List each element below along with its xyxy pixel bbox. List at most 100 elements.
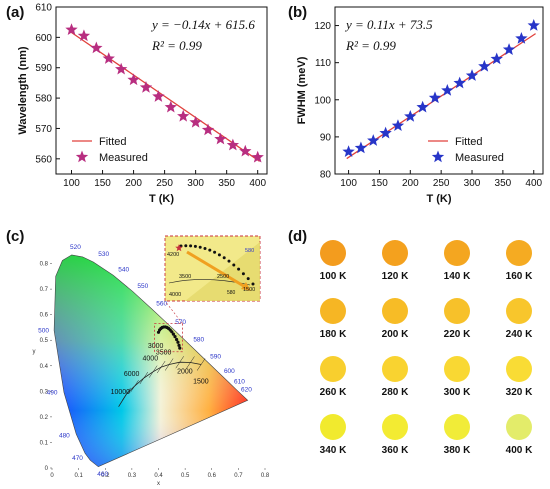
inset-point: [217, 253, 221, 257]
swatch-temperature-label: 180 K: [319, 329, 347, 340]
cie-x-tick-label: 0.5: [181, 473, 190, 479]
wavelength-label: 500: [38, 328, 49, 335]
cie-y-axis-title: y: [33, 349, 36, 355]
isotherm-line: [164, 358, 174, 371]
measured-point: [527, 19, 540, 31]
swatch-temperature-label: 100 K: [319, 271, 347, 282]
x-tick-label: 400: [249, 178, 266, 189]
cie-y-tick-label: 0.8: [40, 262, 49, 268]
emission-color-dot: [382, 414, 408, 440]
swatch-temperature-label: 360 K: [381, 445, 409, 456]
chromaticity-point: [173, 335, 177, 339]
inset-point: [241, 272, 245, 276]
swatch-temperature-label: 200 K: [381, 329, 409, 340]
measured-point: [502, 43, 516, 55]
panel-label-a: (a): [6, 4, 25, 21]
cct-label: 6000: [124, 371, 140, 378]
cct-label: 1500: [193, 379, 209, 386]
legend-measured-label: Measured: [99, 152, 148, 164]
y-axis-title: FWHM (meV): [296, 56, 308, 124]
cie-y-tick-label: 0.7: [40, 287, 49, 293]
cct-label: 3500: [156, 349, 172, 356]
wavelength-label: 580: [193, 337, 204, 344]
wavelength-label: 620: [241, 386, 252, 393]
swatch-cell: 160 K: [491, 240, 547, 282]
measured-point: [201, 123, 215, 136]
emission-color-dot: [506, 240, 532, 266]
inset-point: [208, 248, 212, 252]
swatch-temperature-label: 140 K: [443, 271, 471, 282]
inset-point: [222, 256, 226, 260]
emission-color-dot: [320, 414, 346, 440]
y-tick-label: 120: [314, 21, 331, 32]
wavelength-label: 570: [175, 319, 186, 326]
swatch-cell: 120 K: [367, 240, 423, 282]
measured-point: [465, 69, 479, 81]
isotherm-line: [196, 358, 206, 371]
measured-point: [367, 134, 380, 146]
swatch-cell: 180 K: [305, 298, 361, 340]
cie-y-tick-label: 0.3: [40, 389, 49, 395]
measured-point: [391, 119, 405, 132]
measured-point: [441, 84, 454, 96]
inset-point: [198, 245, 202, 249]
swatch-cell: 320 K: [491, 356, 547, 398]
y-tick-label: 80: [320, 170, 332, 181]
cie-x-tick-label: 0.3: [128, 473, 137, 479]
cie-x-tick-label: 0.8: [261, 473, 270, 479]
spectral-locus: [53, 254, 249, 468]
panel-label-d: (d): [288, 228, 308, 245]
emission-color-dot: [320, 298, 346, 324]
emission-color-dot: [320, 240, 346, 266]
inset-point: [227, 259, 231, 263]
swatch-cell: 380 K: [429, 414, 485, 456]
measured-point: [90, 41, 103, 54]
inset-point: [232, 263, 236, 267]
inset-arrow-head: [241, 282, 251, 291]
x-axis-title: T (K): [149, 193, 174, 205]
inset-point: [184, 244, 188, 248]
measured-point: [102, 52, 115, 64]
isotherm-line: [175, 356, 185, 369]
y-axis-title: Wavelength (nm): [17, 46, 29, 135]
y-tick-label: 580: [35, 94, 52, 105]
cie-x-tick-label: 0.2: [101, 473, 110, 479]
measured-point: [127, 73, 140, 86]
chromaticity-point: [178, 346, 182, 350]
measured-point: [428, 91, 442, 104]
y-tick-label: 100: [314, 95, 331, 106]
swatch-temperature-label: 280 K: [381, 387, 409, 398]
measured-point: [189, 115, 202, 128]
cie-chromaticity-chart: 0 0.1 0.2 0.3 0.4 0.5 0.6 0.7 0.8 0 0.1 0.2 0.3 0.4 0.…: [33, 235, 270, 487]
legend-fitted-label: Fitted: [99, 136, 127, 148]
legend-measured-swatch: [431, 150, 445, 163]
isotherm-line: [148, 365, 158, 378]
cie-y-tick-label: 0.6: [40, 313, 49, 319]
emission-color-dot: [506, 414, 532, 440]
cie-x-axis-title: x: [157, 481, 160, 487]
measured-point: [478, 59, 491, 72]
swatch-temperature-label: 160 K: [505, 271, 533, 282]
cie-x-tick-label: 0: [50, 473, 54, 479]
swatch-cell: 100 K: [305, 240, 361, 282]
emission-color-dot: [444, 414, 470, 440]
wavelength-label: 590: [210, 354, 221, 361]
inset-point: [213, 250, 217, 254]
swatch-temperature-label: 320 K: [505, 387, 533, 398]
x-tick-label: 100: [63, 178, 80, 189]
swatch-cell: 360 K: [367, 414, 423, 456]
emission-color-dot: [506, 298, 532, 324]
panel-label-c: (c): [6, 228, 25, 245]
inset-cct-label: 4200: [167, 252, 179, 258]
zoom-connector: [164, 300, 183, 324]
isotherm-line: [130, 380, 139, 393]
inset-cct-label: 3500: [179, 274, 191, 280]
y-tick-label: 90: [320, 132, 332, 143]
isotherm-line: [186, 356, 195, 369]
swatch-temperature-label: 380 K: [443, 445, 471, 456]
x-tick-label: 200: [125, 178, 142, 189]
fit-r-squared: R² = 0.99: [345, 38, 396, 53]
measured-point: [65, 23, 78, 36]
color-swatch-grid: 100 K 120 K 140 K 160 K 180 K 200 K 220 K 240 K…: [305, 240, 545, 470]
x-axis-title: T (K): [426, 193, 451, 205]
